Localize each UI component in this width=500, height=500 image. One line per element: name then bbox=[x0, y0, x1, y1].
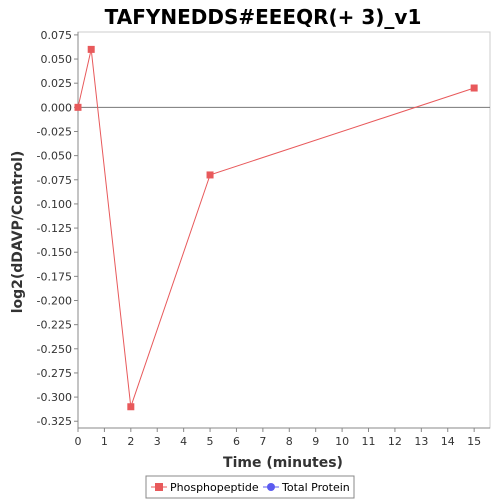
y-tick-label: -0.225 bbox=[37, 319, 72, 332]
data-point bbox=[87, 45, 95, 53]
y-tick-label: -0.025 bbox=[37, 125, 72, 138]
x-tick-label: 12 bbox=[388, 435, 402, 448]
legend-label: Total Protein bbox=[281, 481, 350, 494]
legend-marker bbox=[267, 483, 275, 491]
y-tick-label: -0.150 bbox=[37, 246, 72, 259]
y-tick-label: -0.200 bbox=[37, 295, 72, 308]
y-tick-label: -0.300 bbox=[37, 391, 72, 404]
legend: Phosphopeptide Total Protein bbox=[145, 475, 355, 499]
x-tick-label: 5 bbox=[207, 435, 214, 448]
x-tick-label: 0 bbox=[75, 435, 82, 448]
data-point bbox=[74, 103, 82, 111]
x-tick-label: 2 bbox=[127, 435, 134, 448]
plot-background bbox=[77, 31, 491, 429]
x-tick-label: 1 bbox=[101, 435, 108, 448]
legend-label: Phosphopeptide bbox=[170, 481, 259, 494]
x-tick-label: 4 bbox=[180, 435, 187, 448]
y-tick-label: -0.275 bbox=[37, 367, 72, 380]
legend-box bbox=[145, 475, 355, 499]
x-tick-label: 6 bbox=[233, 435, 240, 448]
y-tick-label: -0.125 bbox=[37, 222, 72, 235]
x-tick-label: 15 bbox=[467, 435, 481, 448]
data-point bbox=[127, 403, 135, 411]
x-tick-label: 10 bbox=[335, 435, 349, 448]
y-axis-label: log2(dDAVP/Control) bbox=[10, 151, 26, 314]
x-tick-label: 7 bbox=[259, 435, 266, 448]
x-tick-label: 13 bbox=[414, 435, 428, 448]
x-axis-label: Time (minutes) bbox=[223, 455, 343, 471]
x-tick-label: 8 bbox=[286, 435, 293, 448]
y-tick-label: -0.250 bbox=[37, 343, 72, 356]
y-tick-label: -0.100 bbox=[37, 198, 72, 211]
x-tick-label: 11 bbox=[362, 435, 376, 448]
data-point bbox=[470, 84, 478, 92]
x-tick-label: 9 bbox=[312, 435, 319, 448]
chart-title: TAFYNEDDS#EEEQR(+ 3)_v1 bbox=[105, 5, 422, 29]
y-tick-label: -0.175 bbox=[37, 270, 72, 283]
y-tick-label: 0.075 bbox=[41, 29, 73, 42]
x-tick-label: 3 bbox=[154, 435, 161, 448]
y-tick-label: 0.050 bbox=[41, 53, 73, 66]
legend-marker bbox=[155, 483, 163, 491]
x-tick-label: 14 bbox=[441, 435, 455, 448]
y-tick-label: 0.000 bbox=[41, 101, 73, 114]
y-tick-label: -0.325 bbox=[37, 415, 72, 428]
y-tick-label: 0.025 bbox=[41, 77, 73, 90]
y-tick-label: -0.050 bbox=[37, 150, 72, 163]
y-tick-label: -0.075 bbox=[37, 174, 72, 187]
data-point bbox=[206, 171, 214, 179]
plot-area: 0.075 0.050 0.025 0.000 -0.025 -0.050 -0.075 -0… bbox=[37, 29, 491, 448]
